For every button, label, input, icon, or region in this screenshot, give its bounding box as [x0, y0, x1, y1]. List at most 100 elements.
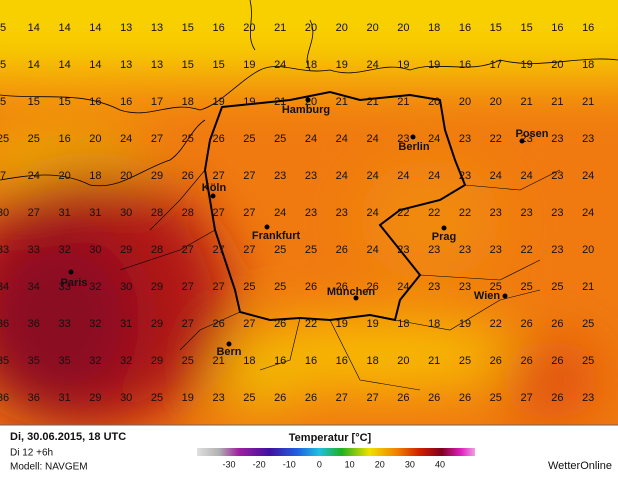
colorbar-tick: -10	[283, 459, 296, 469]
grid-value: 21	[274, 22, 286, 34]
grid-value: 23	[551, 207, 563, 219]
grid-value: 20	[336, 22, 348, 34]
grid-value: 25	[520, 281, 532, 293]
grid-value: 27	[520, 392, 532, 404]
grid-value: 26	[490, 355, 502, 367]
grid-value: 21	[582, 96, 594, 108]
grid-value: 24	[520, 170, 532, 182]
colorbar-tick: 40	[435, 459, 445, 469]
grid-value: 27	[243, 244, 255, 256]
grid-value: 26	[274, 318, 286, 330]
grid-value: 20	[582, 244, 594, 256]
grid-value: 20	[551, 59, 563, 71]
grid-value: 16	[89, 96, 101, 108]
colorbar-tick: 30	[405, 459, 415, 469]
grid-value: 16	[58, 133, 70, 145]
colorbar-tick: -20	[253, 459, 266, 469]
grid-value: 24	[274, 59, 286, 71]
grid-value: 29	[89, 392, 101, 404]
grid-value: 15	[182, 59, 194, 71]
grid-value: 23	[397, 244, 409, 256]
grid-value: 24	[120, 133, 132, 145]
grid-value: 25	[490, 281, 502, 293]
colorbar-tick: 0	[317, 459, 322, 469]
grid-value: 26	[212, 318, 224, 330]
grid-value: 23	[274, 170, 286, 182]
colorbar-tick: 20	[375, 459, 385, 469]
grid-value: 35	[0, 355, 9, 367]
grid-value: 25	[243, 281, 255, 293]
grid-value: 15	[58, 96, 70, 108]
grid-value: 28	[151, 244, 163, 256]
grid-value: 25	[551, 281, 563, 293]
city-dot	[441, 225, 447, 231]
grid-value: 18	[182, 96, 194, 108]
grid-value: 20	[243, 22, 255, 34]
grid-value: 35	[58, 355, 70, 367]
grid-value: 25	[490, 392, 502, 404]
grid-value: 25	[28, 133, 40, 145]
grid-value: 25	[582, 355, 594, 367]
grid-value: 22	[305, 318, 317, 330]
grid-value: 25	[243, 392, 255, 404]
grid-value: 18	[366, 355, 378, 367]
grid-value: 30	[0, 207, 9, 219]
grid-value: 21	[336, 96, 348, 108]
grid-value: 25	[274, 133, 286, 145]
grid-value: 16	[212, 22, 224, 34]
grid-value: 24	[582, 170, 594, 182]
grid-value: 18	[582, 59, 594, 71]
grid-value: 29	[151, 355, 163, 367]
grid-value: 5	[0, 59, 6, 71]
grid-value: 20	[120, 170, 132, 182]
grid-value: 28	[151, 207, 163, 219]
grid-value: 23	[459, 170, 471, 182]
grid-value: 34	[28, 281, 40, 293]
grid-value: 14	[58, 22, 70, 34]
grid-value: 29	[120, 244, 132, 256]
grid-value: 26	[551, 355, 563, 367]
grid-value: 25	[305, 244, 317, 256]
grid-value: 27	[243, 318, 255, 330]
grid-value: 22	[490, 133, 502, 145]
grid-value: 20	[58, 170, 70, 182]
grid-value: 25	[274, 244, 286, 256]
grid-value: 19	[212, 96, 224, 108]
grid-value: 36	[0, 318, 9, 330]
city-dot	[226, 341, 232, 347]
grid-value: 21	[274, 96, 286, 108]
grid-value: 32	[89, 355, 101, 367]
grid-value: 32	[89, 281, 101, 293]
grid-value: 34	[0, 281, 9, 293]
grid-value: 26	[212, 133, 224, 145]
grid-value: 20	[366, 22, 378, 34]
grid-value: 29	[151, 170, 163, 182]
grid-value: 24	[366, 207, 378, 219]
city-dot	[519, 138, 525, 144]
city-dot	[264, 224, 270, 230]
grid-value: 24	[366, 170, 378, 182]
grid-value: 19	[336, 59, 348, 71]
grid-value: 13	[120, 59, 132, 71]
grid-value: 25	[182, 133, 194, 145]
grid-value: 31	[58, 207, 70, 219]
grid-value: 32	[58, 244, 70, 256]
grid-value: 24	[305, 133, 317, 145]
grid-value: 21	[212, 355, 224, 367]
grid-value: 22	[428, 207, 440, 219]
grid-value: 25	[151, 392, 163, 404]
grid-value: 27	[366, 392, 378, 404]
grid-value: 23	[551, 133, 563, 145]
grid-value: 20	[428, 96, 440, 108]
grid-value: 29	[151, 318, 163, 330]
grid-value: 18	[305, 59, 317, 71]
grid-value: 27	[28, 207, 40, 219]
model: Modell: NAVGEM	[10, 462, 88, 473]
grid-value: 28	[182, 207, 194, 219]
grid-value: 26	[274, 392, 286, 404]
grid-value: 24	[428, 170, 440, 182]
grid-value: 35	[28, 355, 40, 367]
city-dot	[210, 193, 216, 199]
grid-value: 23	[551, 244, 563, 256]
